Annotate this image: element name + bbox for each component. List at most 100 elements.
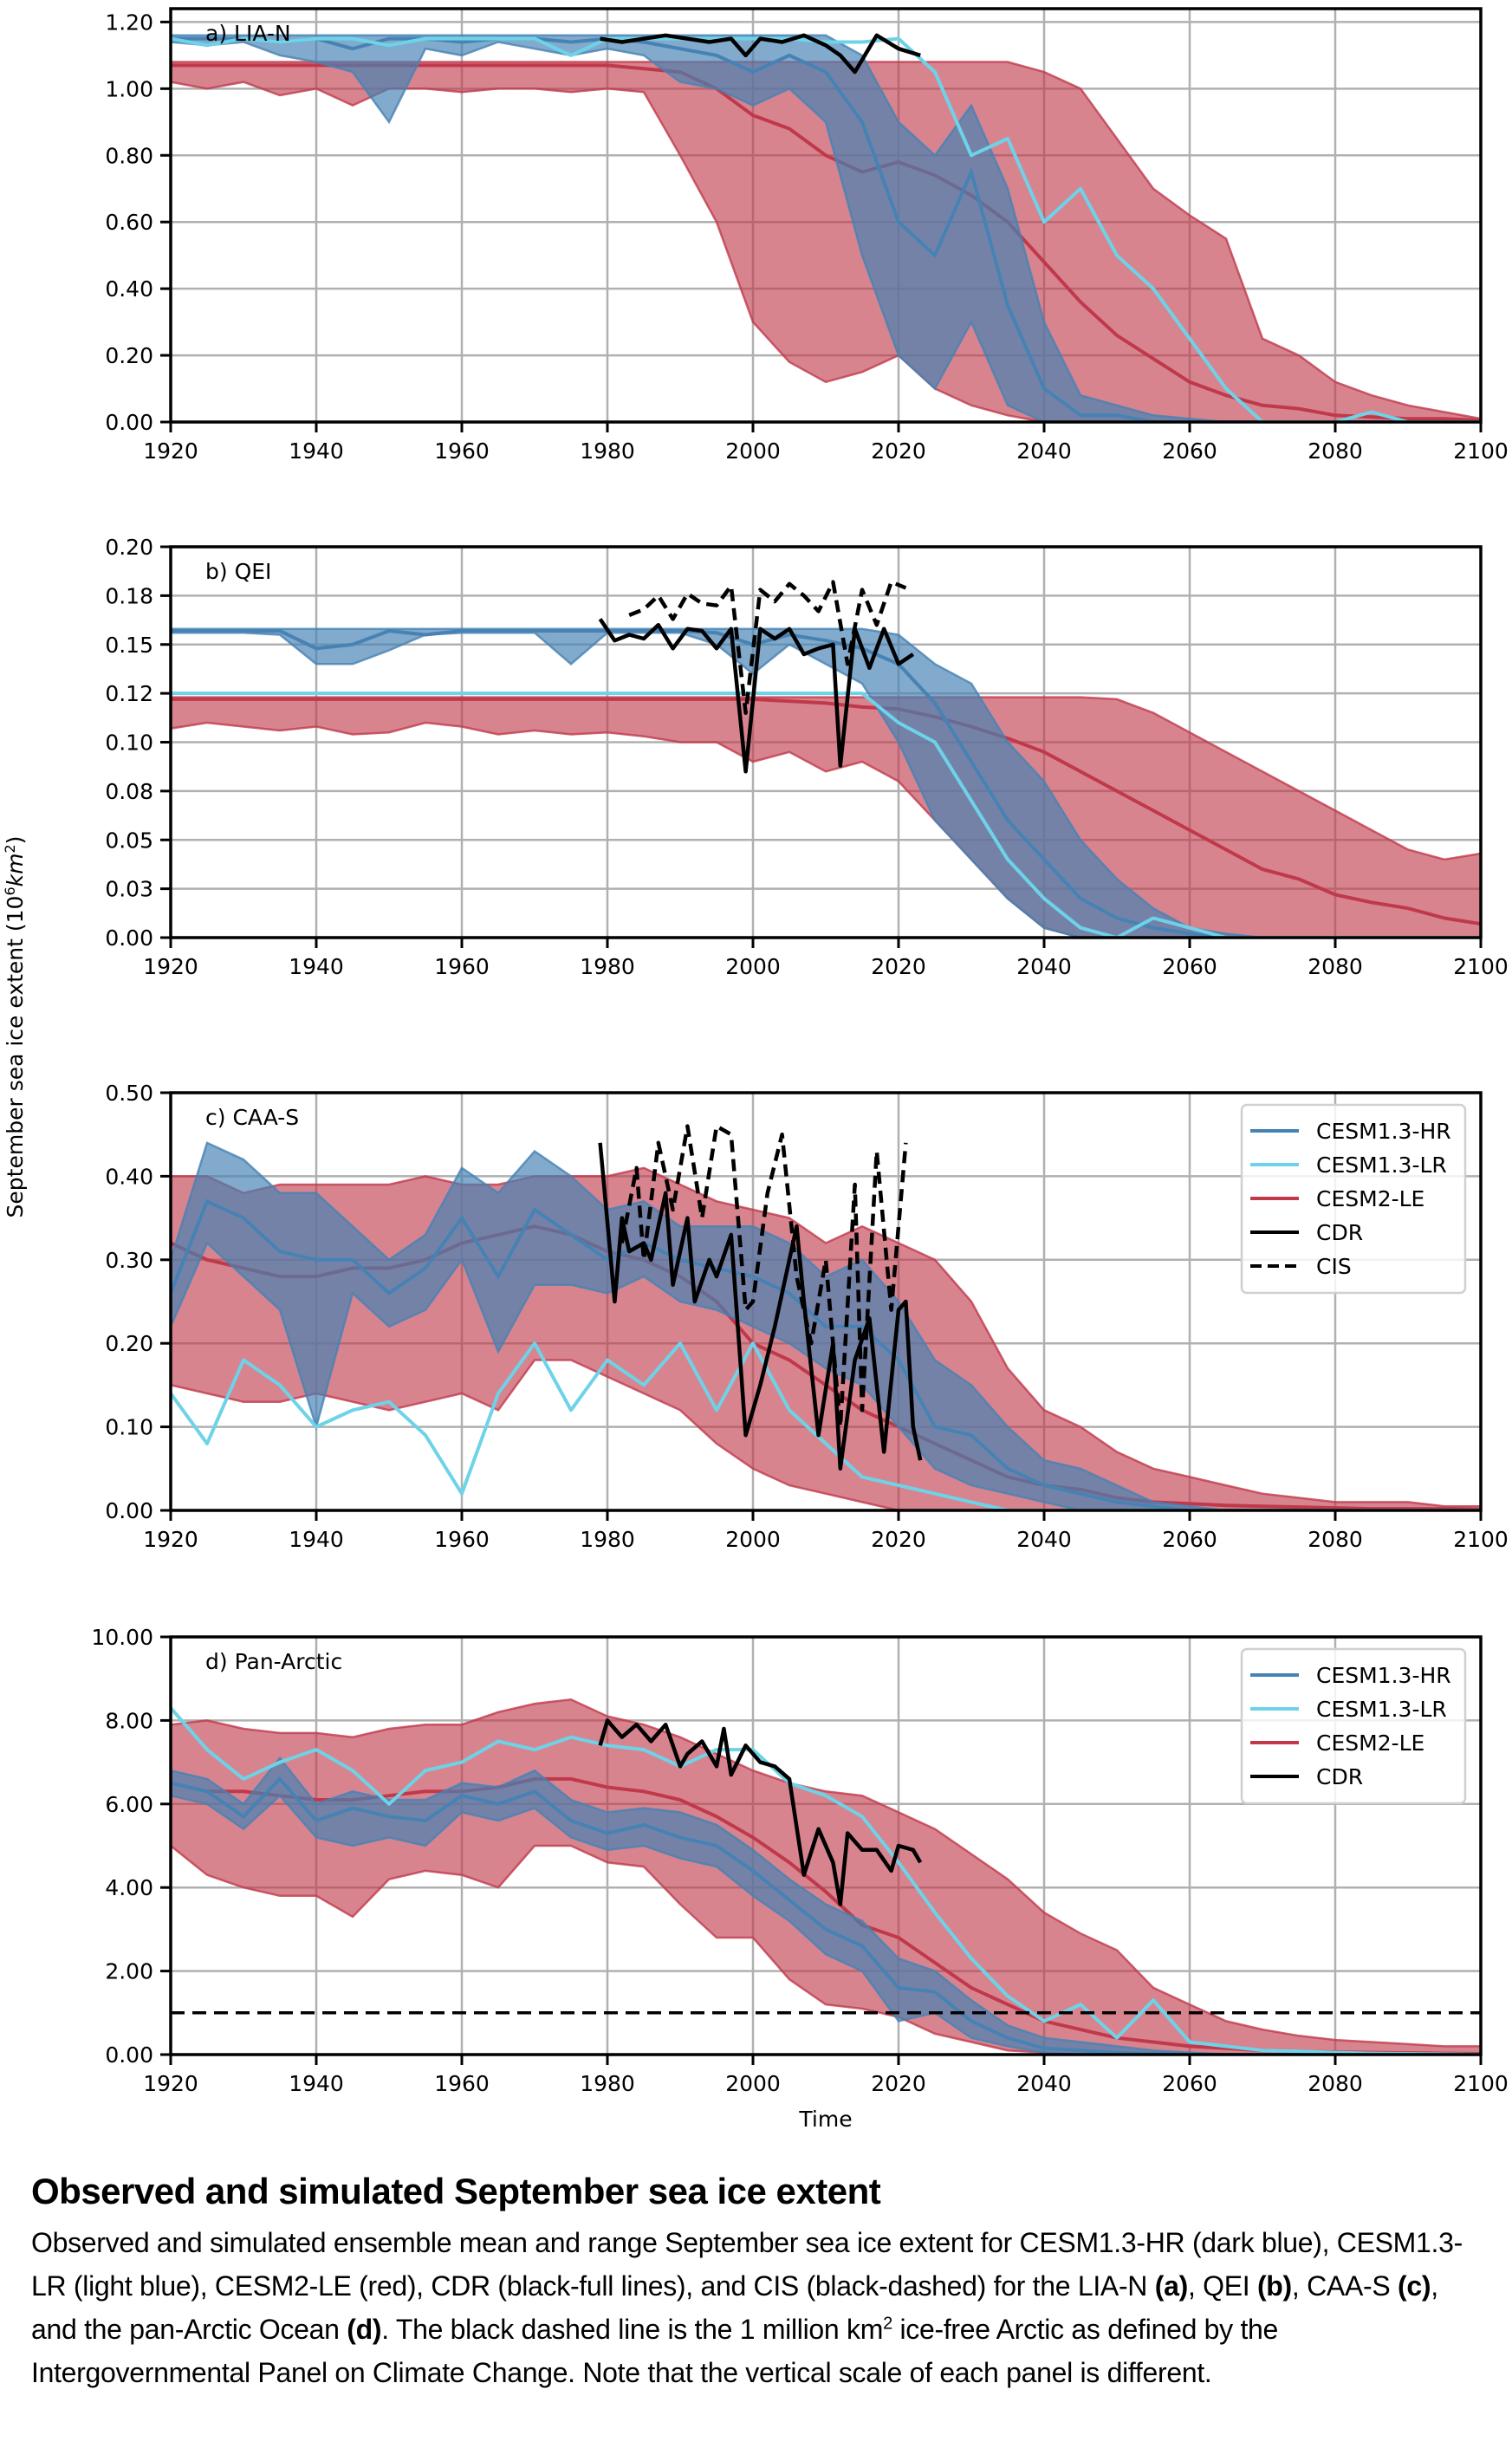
x-tick-label: 1940 [289,954,344,979]
x-tick-label: 1960 [434,1527,490,1552]
y-tick-label: 0.05 [105,828,153,853]
panel-title: b) QEI [205,559,271,584]
x-tick-label: 2080 [1308,1527,1363,1552]
axes-frame [169,1635,1483,2056]
y-tick-label: 6.00 [105,1792,153,1817]
panel-d-pan-arctic: 1920 1940 1960 1980 2000 2020 2040 2060 2080 2100… [91,1625,1508,2096]
y-tick-label: 0.40 [105,1164,153,1189]
x-tick-label: 2060 [1162,2071,1217,2096]
legend-label-cdr: CDR [1316,1764,1363,1789]
y-tick-label: 0.20 [105,343,153,368]
y-tick-label: 0.03 [105,877,153,902]
x-tick-label: 2020 [871,2071,926,2096]
x-tick-label: 1920 [143,954,198,979]
plot-area [171,33,1481,422]
cis-line [620,1124,908,1429]
legend-label-cesm1-3-hr: CESM1.3-HR [1316,1119,1451,1144]
cesm1-3-hr-range-band [171,627,1481,938]
x-tick-label: 1980 [580,438,635,464]
legend-box [1240,1647,1467,1805]
y-tick-label: 0.20 [105,1331,153,1356]
cdr-line [598,618,915,774]
x-tick-label: 1980 [580,954,635,979]
x-tick-label: 2040 [1016,2071,1072,2096]
y-tick-label: 0.40 [105,276,153,302]
x-tick-label: 1920 [143,2071,198,2096]
x-tick-label: 1940 [289,1527,344,1552]
x-tick-label: 2080 [1308,438,1363,464]
x-tick-label: 2000 [725,438,781,464]
y-tick-label: 2.00 [105,1959,153,1984]
legend-label-cesm2-le: CESM2-LE [1316,1730,1424,1756]
x-tick-label: 2040 [1016,1527,1072,1552]
y-tick-label: 0.00 [105,925,153,951]
y-tick-label: 0.00 [105,410,153,435]
cesm1-3-hr-range-band [171,1756,1481,2055]
cesm1-3-hr-mean-line [171,628,1481,938]
x-tick-label: 1940 [289,2071,344,2096]
x-tick-label: 2080 [1308,954,1363,979]
panel-title: c) CAA-S [205,1105,299,1130]
cdr-line [598,1718,923,1906]
x-tick-label: 2040 [1016,954,1072,979]
legend-label-cesm1-3-lr: CESM1.3-LR [1316,1697,1447,1722]
x-tick-label: 1920 [143,1527,198,1552]
x-tick-label: 1960 [434,954,490,979]
x-tick-label: 1980 [580,2071,635,2096]
y-tick-label: 0.50 [105,1081,153,1106]
x-tick-label: 2100 [1453,1527,1509,1552]
legend-label-cesm2-le: CESM2-LE [1316,1186,1424,1211]
y-tick-label: 1.00 [105,76,153,101]
panel-a-lia-n: 1920 1940 1960 1980 2000 2020 2040 2060 2080 2100… [105,7,1509,464]
axes-frame [169,7,1483,424]
plot-area [171,1698,1481,2055]
y-tick-label: 0.60 [105,210,153,235]
caption-body: Observed and simulated ensemble mean and… [31,2227,1463,2389]
legend-label-cesm1-3-hr: CESM1.3-HR [1316,1663,1451,1688]
legend: CESM1.3-HR CESM1.3-LR CESM2-LE CDR [1240,1647,1467,1805]
panel-title: d) Pan-Arctic [205,1649,342,1674]
x-tick-label: 1940 [289,438,344,464]
x-tick-label: 2020 [871,1527,926,1552]
x-tick-label: 1980 [580,1527,635,1552]
x-tick-label: 2080 [1308,2071,1363,2096]
x-tick-label: 1960 [434,2071,490,2096]
cis-line [628,580,907,715]
y-tick-label: 8.00 [105,1708,153,1733]
x-tick-label: 1920 [143,438,198,464]
x-tick-label: 2000 [725,2071,781,2096]
legend: CESM1.3-HR CESM1.3-LR CESM2-LE CDR CIS [1240,1103,1467,1295]
cdr-line [600,33,921,75]
x-axis-title: Time [798,2107,852,2132]
x-tick-label: 2100 [1453,954,1509,979]
x-tick-label: 2060 [1162,954,1217,979]
y-tick-label: 0.10 [105,1415,153,1440]
cesm1-3-lr-line [171,692,1481,938]
x-tick-label: 1960 [434,438,490,464]
x-tick-label: 2000 [725,954,781,979]
plot-area [171,1124,1481,1510]
legend-label-cdr: CDR [1316,1220,1363,1245]
y-tick-label: 0.15 [105,633,153,658]
legend-label-cesm1-3-lr: CESM1.3-LR [1316,1153,1447,1178]
legend-label-cis: CIS [1316,1254,1352,1279]
cesm2-le-mean-line [171,697,1481,926]
y-tick-label: 0.20 [105,535,153,560]
x-tick-label: 2100 [1453,2071,1509,2096]
legend-box [1240,1103,1467,1295]
x-tick-label: 2020 [871,438,926,464]
cesm1-3-lr-line [171,1341,1481,1510]
axes-frame [169,1091,1483,1512]
y-tick-label: 10.00 [91,1625,153,1650]
y-tick-label: 0.00 [105,2042,153,2068]
panel-title: a) LIA-N [205,21,291,46]
sea-ice-figure: September sea ice extent (106km2) Time 1… [2,7,1509,2132]
y-tick-label: 0.10 [105,731,153,756]
panel-c-caa-s: 1920 1940 1960 1980 2000 2020 2040 2060 2080 2100… [105,1081,1508,1552]
x-tick-label: 2060 [1162,1527,1217,1552]
x-tick-label: 2040 [1016,438,1072,464]
y-tick-label: 0.00 [105,1498,153,1523]
cesm1-3-hr-mean-line [171,1776,1481,2055]
plot-area [171,580,1481,938]
figure-caption: Observed and simulated September sea ice… [31,2171,1487,2394]
